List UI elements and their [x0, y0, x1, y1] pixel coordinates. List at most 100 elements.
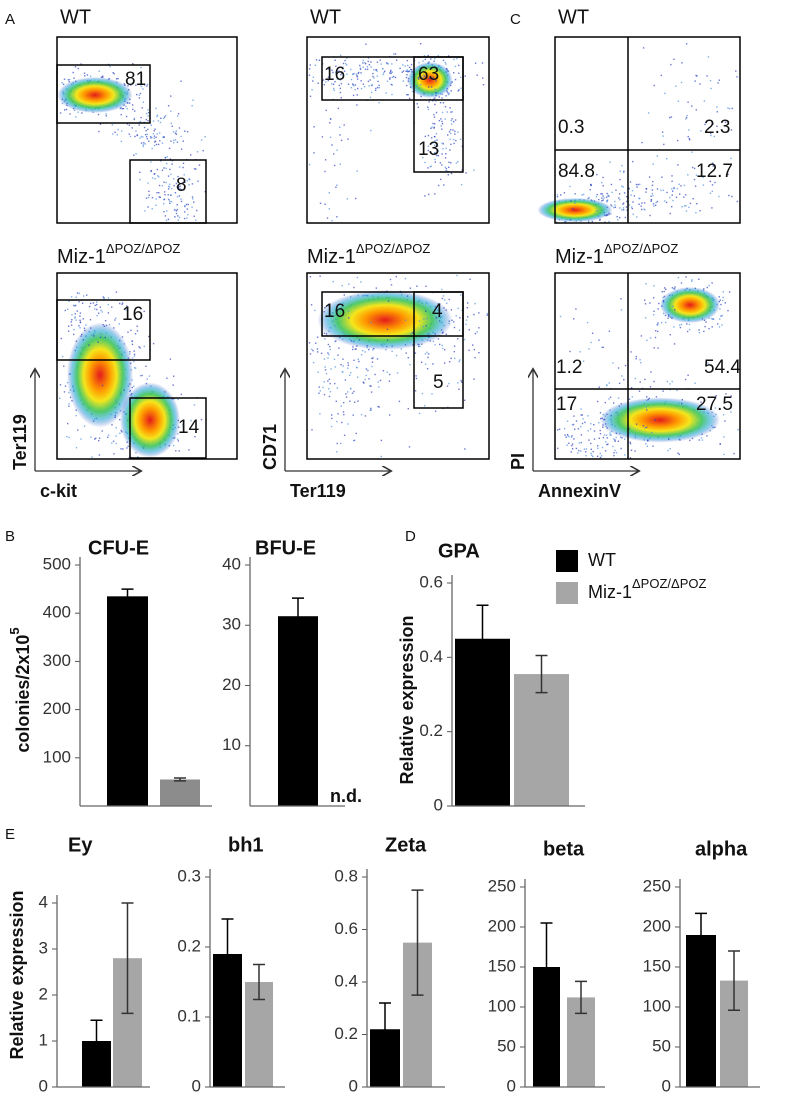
event-dot — [640, 335, 643, 337]
event-dot — [448, 161, 450, 163]
y-tick-label: 0 — [662, 1076, 671, 1095]
event-dot — [661, 176, 663, 178]
event-dot — [417, 301, 419, 303]
event-dot — [441, 344, 443, 347]
event-dot — [584, 421, 586, 424]
genotype-label-base: Miz-1 — [307, 246, 356, 268]
event-dot — [168, 198, 170, 201]
event-dot — [407, 94, 409, 96]
event-dot — [177, 186, 180, 188]
event-dot — [427, 66, 430, 68]
event-dot — [126, 108, 128, 110]
event-dot — [430, 165, 432, 167]
event-dot — [75, 116, 77, 118]
event-dot — [74, 305, 76, 307]
event-dot — [352, 83, 354, 85]
event-dot — [643, 202, 646, 204]
event-dot — [467, 302, 469, 304]
event-dot — [450, 119, 453, 122]
event-dot — [96, 314, 98, 317]
event-dot — [437, 338, 440, 340]
event-dot — [324, 366, 326, 368]
event-dot — [656, 200, 659, 203]
event-dot — [434, 333, 436, 335]
density-core — [407, 62, 453, 98]
event-dot — [441, 128, 443, 130]
event-dot — [464, 75, 466, 77]
event-dot — [422, 156, 424, 159]
event-dot — [720, 303, 722, 306]
y-axis-label: Relative expression — [397, 615, 417, 784]
event-dot — [445, 147, 447, 150]
event-dot — [347, 423, 349, 425]
genotype-label-base: Miz-1 — [57, 246, 106, 268]
event-dot — [90, 327, 92, 329]
event-dot — [406, 84, 408, 87]
event-dot — [619, 198, 621, 201]
event-dot — [71, 314, 73, 316]
event-dot — [432, 340, 435, 343]
event-dot — [142, 88, 144, 90]
event-dot — [711, 184, 714, 186]
event-dot — [133, 350, 135, 352]
event-dot — [64, 385, 67, 387]
event-dot — [184, 205, 186, 208]
event-dot — [684, 194, 687, 196]
event-dot — [153, 130, 155, 132]
event-dot — [147, 206, 149, 208]
event-dot — [637, 183, 639, 186]
event-dot — [398, 400, 401, 403]
event-dot — [696, 75, 698, 77]
event-dot — [723, 453, 725, 456]
event-dot — [574, 193, 576, 195]
event-dot — [450, 357, 452, 360]
event-dot — [593, 438, 596, 440]
event-dot — [418, 320, 421, 322]
event-dot — [67, 79, 70, 81]
event-dot — [148, 190, 150, 192]
event-dot — [724, 420, 726, 422]
event-dot — [156, 115, 158, 118]
event-dot — [147, 196, 150, 199]
event-dot — [309, 95, 312, 97]
event-dot — [370, 61, 372, 63]
event-dot — [702, 184, 705, 186]
density-core — [67, 322, 133, 428]
event-dot — [119, 418, 121, 421]
event-dot — [390, 284, 393, 286]
event-dot — [128, 102, 131, 104]
event-dot — [641, 208, 643, 211]
event-dot — [341, 338, 344, 340]
event-dot — [437, 150, 440, 152]
event-dot — [598, 339, 600, 341]
chart-title: CFU-E — [88, 537, 149, 559]
event-dot — [132, 108, 134, 111]
event-dot — [691, 105, 693, 107]
event-dot — [693, 167, 696, 170]
event-dot — [606, 199, 609, 201]
event-dot — [178, 195, 181, 197]
event-dot — [464, 448, 466, 450]
event-dot — [75, 340, 78, 342]
event-dot — [636, 186, 638, 188]
error-bar — [121, 902, 134, 1015]
event-dot — [153, 144, 156, 147]
event-dot — [465, 172, 467, 174]
event-dot — [628, 432, 630, 434]
y-axis-label: colonies/2x105 — [7, 627, 32, 752]
event-dot — [646, 409, 648, 411]
event-dot — [115, 78, 118, 80]
event-dot — [630, 351, 632, 353]
event-dot — [168, 185, 170, 188]
event-dot — [391, 93, 393, 96]
event-dot — [421, 76, 423, 78]
y-tick-label: 150 — [643, 956, 671, 975]
event-dot — [77, 429, 79, 431]
error-bar — [90, 1019, 103, 1063]
event-dot — [408, 66, 411, 69]
event-dot — [657, 322, 659, 324]
event-dot — [438, 96, 440, 98]
event-dot — [330, 118, 332, 120]
event-dot — [131, 343, 134, 346]
event-dot — [655, 396, 658, 398]
